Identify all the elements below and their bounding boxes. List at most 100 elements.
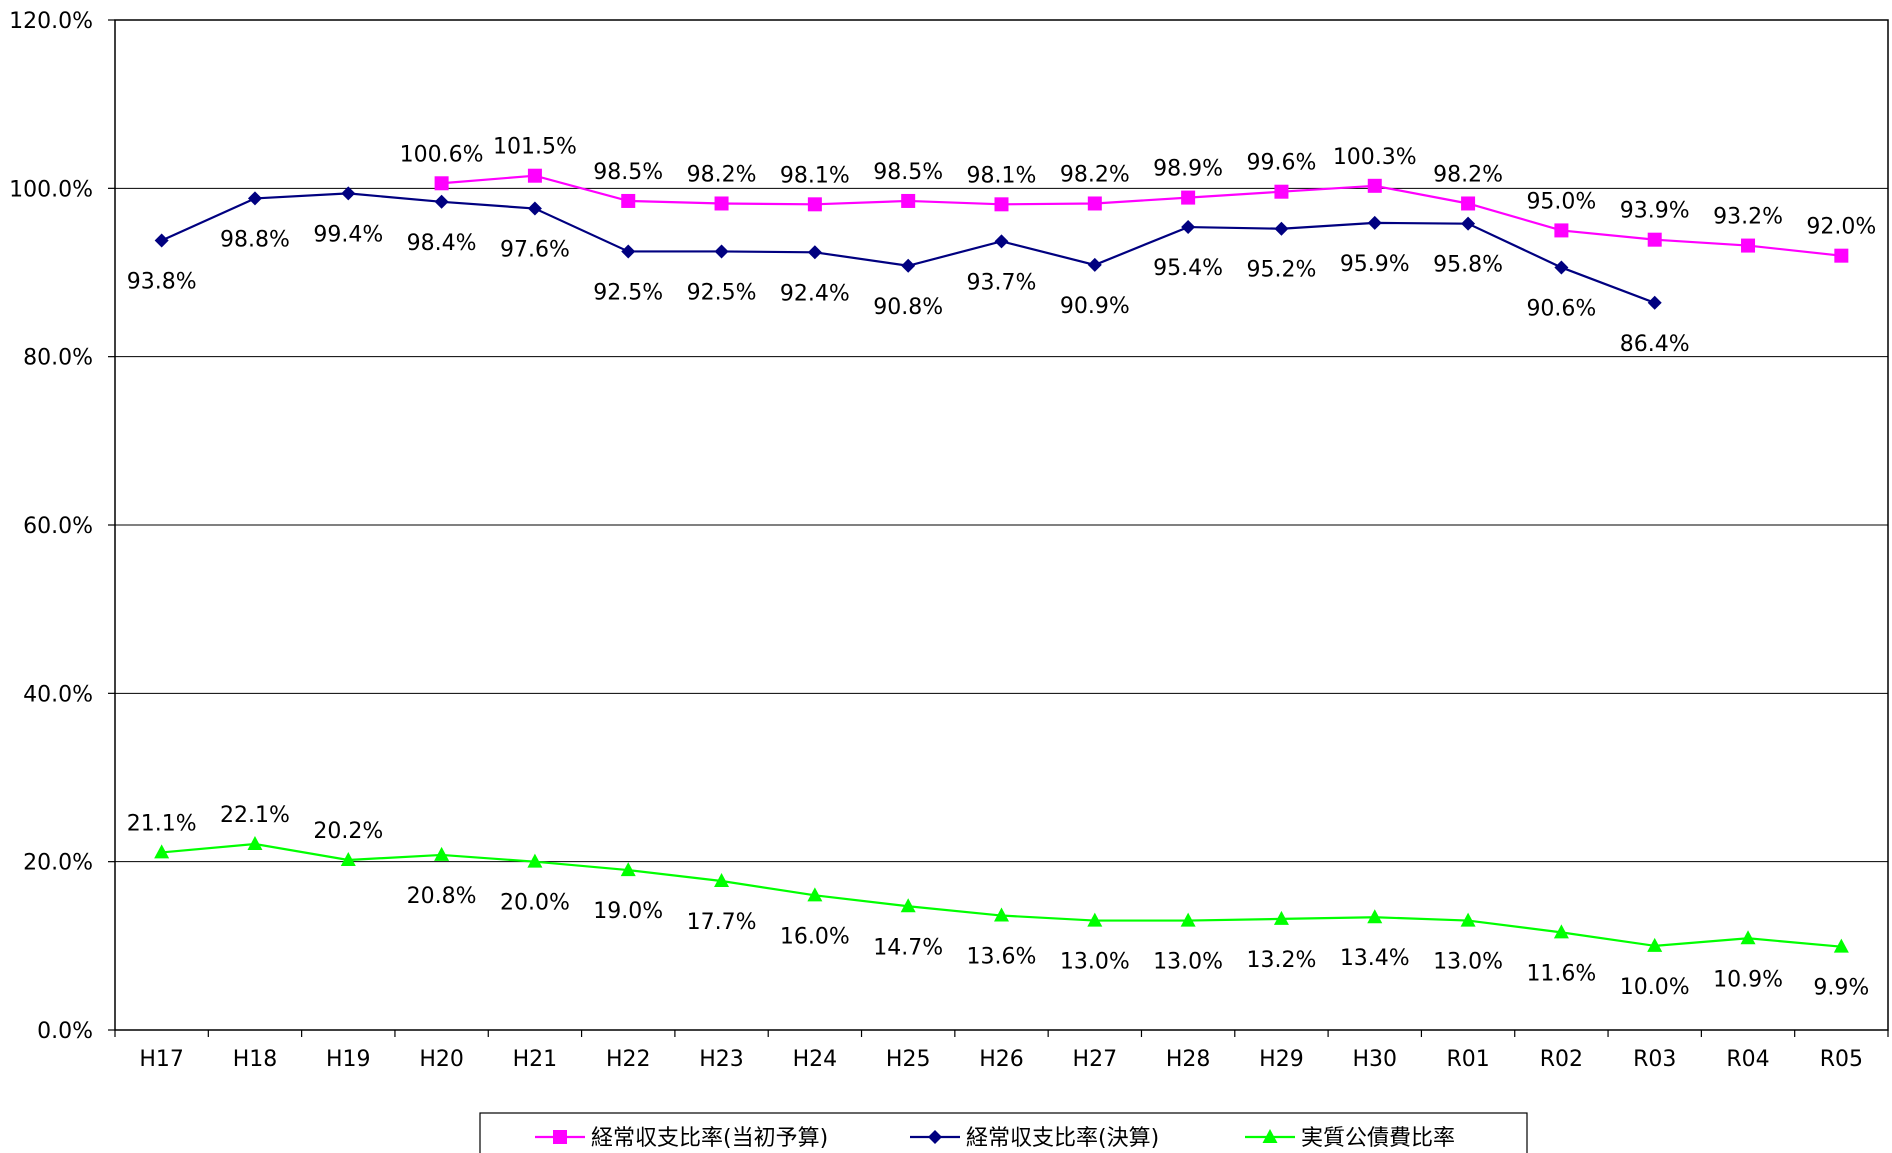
data-label: 98.8%	[220, 227, 290, 252]
data-label: 16.0%	[780, 924, 850, 949]
data-point-marker	[1647, 232, 1662, 247]
legend-marker	[928, 1130, 942, 1144]
data-point-marker	[901, 193, 916, 208]
data-labels: 100.6% 101.5% 98.5% 98.2% 98.1% 98.5% 98.1% 98.…	[127, 135, 1877, 1001]
legend-marker	[553, 1130, 567, 1144]
data-point-marker	[900, 898, 916, 913]
data-point-marker	[1647, 937, 1663, 952]
data-point-marker	[1087, 196, 1102, 211]
data-label: 98.2%	[1060, 162, 1130, 187]
data-point-marker	[1741, 238, 1756, 253]
data-point-marker	[1367, 178, 1382, 193]
data-point-marker	[154, 844, 170, 859]
data-label: 22.1%	[220, 803, 290, 828]
data-point-marker	[807, 197, 822, 212]
data-label: 98.9%	[1153, 157, 1223, 182]
data-label: 14.7%	[873, 935, 943, 960]
data-label: 98.5%	[873, 160, 943, 185]
legend-label: 経常収支比率(決算)	[966, 1126, 1159, 1151]
y-tick-label: 120.0%	[9, 9, 93, 34]
x-tick-label: R01	[1446, 1047, 1489, 1072]
x-tick-label: H18	[233, 1047, 278, 1072]
series-line	[441, 174, 1842, 257]
data-label: 98.1%	[780, 163, 850, 188]
x-tick-label: H27	[1073, 1047, 1118, 1072]
y-axis-ticks: 0.0% 20.0% 40.0% 60.0% 80.0% 100.0% 120.0%	[9, 9, 115, 1044]
data-point-marker	[1554, 260, 1569, 275]
x-tick-label: H19	[326, 1047, 371, 1072]
data-label: 13.0%	[1433, 950, 1503, 975]
x-tick-label: R04	[1726, 1047, 1769, 1072]
data-point-marker	[154, 233, 169, 248]
data-point-marker	[1834, 248, 1849, 263]
data-point-marker	[1647, 295, 1662, 310]
x-tick-label: H21	[513, 1047, 558, 1072]
data-point-marker	[1554, 223, 1569, 238]
y-tick-label: 0.0%	[37, 1019, 93, 1044]
data-point-marker	[1461, 216, 1476, 231]
legend-marker	[1262, 1129, 1278, 1143]
data-point-marker	[434, 176, 449, 191]
data-label: 21.1%	[127, 811, 197, 836]
data-point-marker	[1740, 930, 1756, 945]
data-label: 93.2%	[1713, 205, 1783, 230]
data-label: 92.5%	[593, 280, 663, 305]
legend-box	[479, 1112, 1528, 1153]
data-label: 13.6%	[967, 945, 1037, 970]
data-label: 13.2%	[1247, 948, 1317, 973]
data-label: 98.2%	[1433, 162, 1503, 187]
data-label: 90.8%	[873, 295, 943, 320]
data-point-marker	[1273, 910, 1289, 925]
y-tick-label: 60.0%	[23, 514, 93, 539]
data-label: 92.0%	[1806, 215, 1876, 240]
data-label: 98.1%	[967, 163, 1037, 188]
data-label: 20.2%	[313, 819, 383, 844]
data-point-marker	[1274, 184, 1289, 199]
data-point-marker	[527, 853, 543, 868]
data-point-marker	[247, 191, 262, 206]
x-tick-label: H25	[886, 1047, 931, 1072]
data-label: 17.7%	[687, 910, 757, 935]
data-point-marker	[1181, 190, 1196, 205]
data-label: 20.0%	[500, 891, 570, 916]
x-tick-label: H23	[699, 1047, 744, 1072]
data-point-marker	[1087, 912, 1103, 927]
data-point-marker	[1181, 220, 1196, 235]
data-point-marker	[807, 245, 822, 260]
data-point-marker	[714, 196, 729, 211]
data-point-marker	[714, 873, 730, 888]
x-tick-label: H22	[606, 1047, 651, 1072]
data-label: 93.9%	[1620, 199, 1690, 224]
data-point-marker	[1460, 912, 1476, 927]
data-label: 99.6%	[1247, 151, 1317, 176]
data-label: 92.5%	[687, 280, 757, 305]
data-label: 100.3%	[1333, 145, 1417, 170]
data-point-marker	[807, 887, 823, 902]
data-point-marker	[994, 907, 1009, 922]
data-point-marker	[1274, 221, 1289, 236]
data-label: 86.4%	[1620, 332, 1690, 357]
data-label: 93.8%	[127, 270, 197, 295]
data-point-marker	[620, 862, 636, 877]
data-label: 9.9%	[1813, 976, 1869, 1001]
data-point-marker	[994, 234, 1009, 249]
data-point-marker	[434, 846, 450, 861]
legend-items: 経常収支比率(当初予算) 経常収支比率(決算) 実質公債費比率	[535, 1126, 1455, 1151]
data-label: 92.4%	[780, 281, 850, 306]
data-point-marker	[1461, 196, 1476, 211]
y-tick-label: 100.0%	[9, 177, 93, 202]
y-tick-label: 40.0%	[23, 682, 93, 707]
data-label: 95.2%	[1247, 258, 1317, 283]
legend-label: 実質公債費比率	[1301, 1126, 1455, 1151]
data-label: 98.5%	[593, 160, 663, 185]
x-tick-label: H26	[979, 1047, 1024, 1072]
data-point-marker	[901, 258, 916, 273]
data-label: 95.9%	[1340, 252, 1410, 277]
data-label: 13.0%	[1060, 950, 1130, 975]
x-axis-ticks: H17 H18 H19 H20 H21 H22 H23 H24 H25 H26 H27 H28 H29 H…	[114, 1030, 1889, 1072]
data-point-marker	[621, 193, 636, 208]
data-label: 10.9%	[1713, 967, 1783, 992]
data-label: 90.9%	[1060, 294, 1130, 319]
data-label: 90.6%	[1526, 296, 1596, 321]
